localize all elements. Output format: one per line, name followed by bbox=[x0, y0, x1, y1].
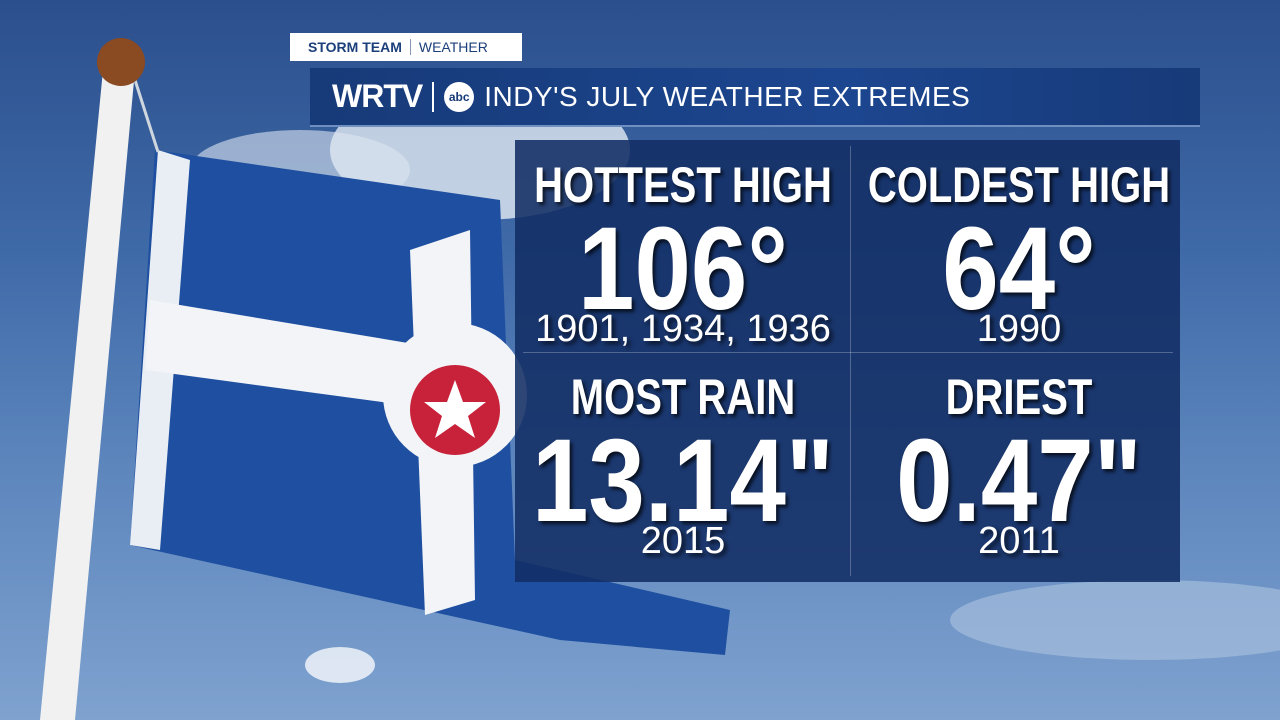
station: WRTV bbox=[332, 78, 423, 114]
stats-panel: HOTTEST HIGH 106° 1901, 1934, 1936 COLDEST … bbox=[515, 140, 1180, 582]
stat-cell: MOST RAIN 13.14" 2015 bbox=[517, 352, 849, 573]
tag-section: WEATHER bbox=[418, 39, 488, 55]
stat-label: DRIEST bbox=[945, 369, 1093, 425]
stat-cell: COLDEST HIGH 64° 1990 bbox=[853, 140, 1185, 361]
tag-team: STORM TEAM bbox=[308, 39, 402, 55]
stat-years: 1990 bbox=[976, 308, 1062, 350]
tag: STORM TEAM WEATHER bbox=[290, 33, 522, 61]
title: INDY'S JULY WEATHER EXTREMES bbox=[484, 80, 971, 112]
stat-label: COLDEST HIGH bbox=[867, 157, 1171, 213]
stat-value: 64° bbox=[942, 203, 1096, 335]
stat-value: 0.47" bbox=[896, 415, 1142, 547]
title-bar: WRTV abc INDY'S JULY WEATHER EXTREMES bbox=[310, 68, 1200, 127]
stat-years: 2011 bbox=[978, 520, 1060, 562]
stat-years: 1901, 1934, 1936 bbox=[535, 308, 831, 350]
stat-years: 2015 bbox=[640, 520, 726, 562]
stat-label: HOTTEST HIGH bbox=[534, 157, 832, 213]
stat-cell: DRIEST 0.47" 2011 bbox=[853, 352, 1185, 573]
stat-label: MOST RAIN bbox=[570, 369, 796, 425]
stat-value: 106° bbox=[578, 203, 788, 335]
network-logo: abc bbox=[444, 81, 475, 112]
stat-value: 13.14" bbox=[531, 415, 835, 547]
stat-cell: HOTTEST HIGH 106° 1901, 1934, 1936 bbox=[517, 140, 849, 361]
